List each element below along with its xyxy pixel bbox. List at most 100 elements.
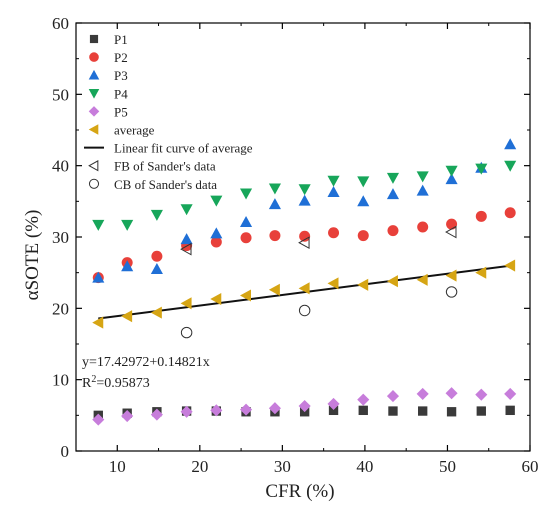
point-p5	[210, 404, 223, 417]
point-average	[298, 282, 310, 295]
point-p2	[299, 230, 311, 242]
point-fb-of-sander-s-data	[298, 236, 310, 250]
point-p4	[239, 188, 253, 200]
point-p3	[268, 198, 281, 210]
legend-swatch	[88, 178, 100, 189]
y-tick-label: 50	[52, 85, 69, 104]
legend-label: P5	[114, 104, 128, 119]
y-tick-label: 0	[61, 442, 70, 461]
point-p5	[239, 403, 253, 416]
legend-label: average	[114, 123, 155, 138]
point-p1	[476, 406, 486, 416]
point-average	[92, 316, 104, 329]
axis-ticks: 10 20 30 40 50 60 0 10 20 30 40 50 60	[52, 14, 539, 476]
point-average	[150, 306, 162, 319]
legend-swatch	[89, 34, 99, 44]
r-squared-exponent: 2	[91, 374, 96, 385]
point-p2	[387, 225, 399, 237]
point-cb-of-sander-s-data	[445, 286, 458, 298]
point-average	[239, 289, 251, 302]
legend: P1 P2 P3 P4 P5 average Linear fit curve of ave…	[84, 32, 253, 192]
point-p4	[386, 172, 400, 184]
x-tick-label: 30	[274, 457, 291, 476]
legend-label: P1	[114, 32, 128, 47]
point-p1	[328, 405, 339, 416]
point-average	[445, 269, 457, 282]
point-p2	[328, 227, 340, 239]
point-p5	[416, 387, 429, 400]
legend-swatch	[88, 88, 100, 99]
point-average	[386, 275, 398, 288]
r-squared-value: =0.95873	[96, 376, 149, 391]
point-average	[121, 310, 133, 323]
legend-label: FB of Sander's data	[114, 159, 216, 174]
point-average	[357, 278, 369, 291]
point-p5	[504, 387, 517, 400]
point-p2	[475, 210, 487, 222]
point-p5	[445, 387, 458, 400]
legend-label: Linear fit curve of average	[114, 141, 253, 156]
point-p5	[150, 408, 163, 421]
point-p4	[180, 204, 193, 216]
point-p2	[446, 218, 458, 230]
point-fb-of-sander-s-data	[180, 242, 192, 256]
data-points	[92, 138, 517, 426]
point-p3	[357, 195, 370, 207]
point-p5	[475, 388, 488, 401]
y-tick-label: 30	[52, 228, 69, 247]
y-tick-label: 10	[52, 371, 69, 390]
point-p4	[121, 219, 134, 231]
x-tick-label: 10	[109, 457, 126, 476]
point-p5	[386, 390, 400, 403]
point-p5	[92, 413, 105, 426]
point-p2	[357, 230, 369, 242]
fit-equation: y=17.42972+0.14821x	[82, 355, 210, 370]
point-p3	[150, 263, 163, 275]
legend-swatch	[88, 69, 100, 80]
point-p5	[180, 405, 193, 418]
point-p3	[504, 138, 517, 150]
point-p3	[298, 194, 311, 206]
legend-swatch	[88, 160, 99, 172]
legend-swatch	[89, 52, 99, 62]
point-p2	[240, 232, 252, 244]
legend-label: P4	[114, 86, 128, 101]
point-p4	[445, 165, 458, 177]
point-cb-of-sander-s-data	[298, 304, 311, 317]
point-p4	[504, 160, 517, 172]
y-tick-label: 60	[52, 14, 69, 33]
point-p2	[417, 221, 429, 233]
y-tick-label: 20	[52, 299, 69, 318]
legend-label: P2	[114, 50, 128, 65]
point-p5	[298, 400, 311, 413]
point-p2	[269, 230, 281, 242]
point-p5	[121, 409, 134, 423]
point-p3	[386, 188, 400, 200]
point-average	[268, 283, 280, 296]
x-axis-title: CFR (%)	[265, 481, 334, 502]
point-p1	[388, 406, 398, 416]
y-tick-label: 40	[52, 157, 69, 176]
r-squared: R2=0.95873	[82, 374, 150, 391]
point-average	[416, 273, 428, 286]
point-p2	[210, 236, 222, 248]
point-p3	[445, 173, 458, 185]
point-p3	[239, 215, 253, 227]
point-average	[475, 266, 487, 279]
x-tick-label: 60	[522, 457, 539, 476]
point-p4	[416, 171, 429, 183]
point-p1	[418, 406, 428, 416]
fit-line-layer	[98, 264, 511, 320]
point-p4	[327, 175, 340, 187]
point-p4	[92, 219, 105, 231]
point-average	[180, 297, 192, 310]
x-tick-label: 50	[439, 457, 456, 476]
point-p4	[150, 209, 163, 221]
point-p1	[358, 405, 368, 416]
y-axis-title: αSOTE (%)	[22, 210, 43, 301]
r-squared-prefix: R	[82, 376, 92, 391]
legend-swatch	[88, 124, 99, 135]
x-tick-label: 40	[356, 457, 373, 476]
point-p2	[151, 250, 163, 262]
